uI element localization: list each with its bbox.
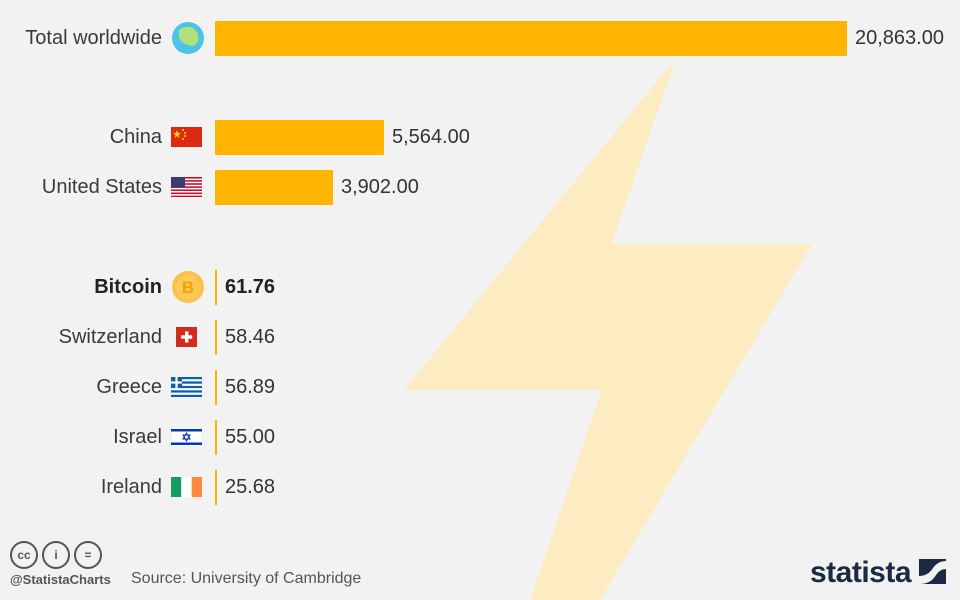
- category-label: Israel: [113, 426, 162, 448]
- switzerland-flag-icon: [171, 327, 202, 347]
- footer: cc i = @StatistaCharts Source: University …: [0, 538, 960, 600]
- category-label: Ireland: [100, 476, 162, 498]
- category-label: United States: [41, 176, 162, 198]
- israel-flag-icon: [171, 427, 202, 447]
- bar: [215, 169, 333, 205]
- source-note: Source: University of Cambridge: [131, 570, 362, 587]
- statista-logo-icon: [919, 559, 946, 584]
- category-label: Total worldwide: [25, 27, 162, 49]
- data-label: 25.68: [225, 476, 276, 498]
- category-label: Greece: [96, 376, 162, 398]
- china-flag-icon: [171, 127, 202, 147]
- category-label: China: [109, 126, 162, 148]
- category-label: Bitcoin: [94, 276, 162, 298]
- us-flag-icon: [171, 177, 202, 197]
- bar: [215, 119, 384, 155]
- data-label: 5,564.00: [392, 126, 470, 148]
- bar: [215, 20, 847, 56]
- svg-text:B: B: [182, 278, 194, 297]
- social-handle: @StatistaCharts: [10, 572, 111, 587]
- ireland-flag-icon: [171, 477, 202, 497]
- data-label: 3,902.00: [341, 176, 419, 198]
- bar: [215, 319, 217, 355]
- attribution-icon: i: [42, 541, 70, 569]
- bar: [215, 419, 217, 455]
- data-label: 56.89: [225, 376, 276, 398]
- no-derivatives-icon: =: [74, 541, 102, 569]
- data-label: 61.76: [225, 276, 276, 298]
- globe-icon: [171, 21, 205, 55]
- bar: [215, 369, 217, 405]
- data-label: 20,863.00: [855, 27, 944, 49]
- data-label: 55.00: [225, 426, 276, 448]
- category-label: Switzerland: [58, 326, 162, 348]
- cc-icon: cc: [10, 541, 38, 569]
- bar: [215, 469, 217, 505]
- bitcoin-icon: B: [171, 270, 205, 304]
- bar-chart: Total worldwide 20,863.00 China 5,564.00 Uni…: [25, 20, 944, 505]
- bar: [215, 269, 217, 305]
- data-label: 58.46: [225, 326, 276, 348]
- brand-logo-text: statista: [810, 556, 912, 589]
- license-icons: cc i =: [10, 541, 106, 569]
- greece-flag-icon: [171, 377, 202, 397]
